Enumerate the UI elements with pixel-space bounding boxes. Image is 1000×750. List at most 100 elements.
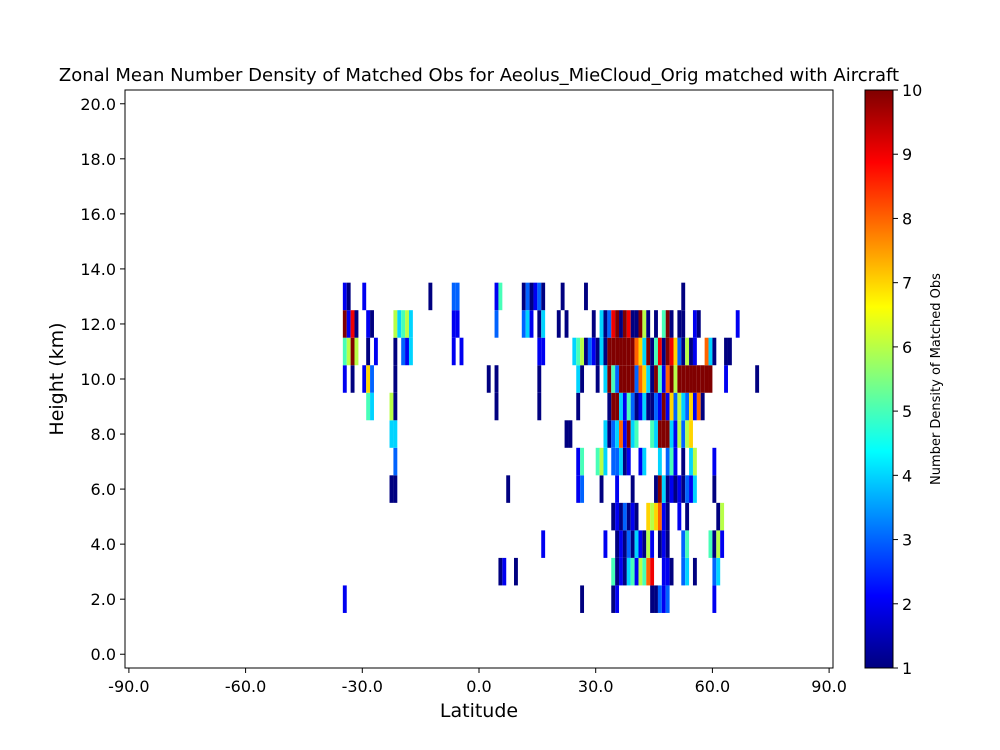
heatmap-cell	[712, 557, 717, 586]
y-tick-label: 20.0	[80, 95, 116, 114]
heatmap-cell	[611, 420, 616, 448]
heatmap-cell	[638, 530, 643, 558]
heatmap-cell	[615, 310, 620, 338]
heatmap-cell	[587, 337, 592, 366]
heatmap-cell	[366, 365, 371, 393]
x-axis: -90.0 -60.0 -30.0 0.0 30.0 60.0 90.0	[108, 668, 847, 696]
heatmap-cell	[708, 365, 713, 393]
heatmap-cell	[366, 310, 371, 338]
heatmap-cell	[712, 585, 717, 613]
heatmap-cell	[494, 392, 499, 421]
heatmap-cell	[650, 365, 655, 393]
heatmap-cell	[626, 447, 631, 476]
heatmap-cell	[537, 310, 542, 338]
heatmap-cell	[615, 502, 620, 531]
heatmap-cell	[514, 557, 518, 586]
heatmap-cell	[677, 502, 682, 531]
heatmap-cell	[389, 475, 394, 503]
heatmap-cell	[455, 310, 460, 338]
colorbar-tick-label: 6	[902, 338, 912, 357]
heatmap-cell	[630, 530, 635, 558]
heatmap-cell	[603, 365, 608, 393]
colorbar-tick-label: 5	[902, 402, 912, 421]
colorbar-tick-label: 10	[902, 81, 922, 100]
heatmap-cell	[630, 310, 635, 338]
heatmap-cell	[615, 447, 620, 476]
heatmap-cell	[393, 365, 398, 393]
heatmap-cell	[661, 365, 666, 393]
heatmap-cell	[661, 557, 666, 586]
heatmap-cell	[591, 310, 596, 338]
heatmap-cell	[712, 530, 717, 558]
heatmap-cell	[599, 337, 604, 366]
heatmap-cell	[525, 282, 530, 311]
heatmap-cell	[704, 337, 709, 366]
heatmap-cell	[646, 392, 651, 421]
heatmap-cell	[638, 310, 643, 338]
heatmap-cell	[669, 475, 674, 503]
heatmap-cell	[362, 282, 367, 311]
heatmap-cell	[611, 310, 616, 338]
heatmap-cell	[494, 282, 499, 311]
heatmap-cell	[677, 392, 682, 421]
y-tick-label: 16.0	[80, 205, 116, 224]
heatmap-cell	[622, 392, 627, 421]
heatmap-cell	[568, 420, 573, 448]
heatmap-cell	[712, 475, 717, 503]
y-tick-label: 6.0	[91, 480, 116, 499]
heatmap-cell	[657, 475, 662, 503]
heatmap-cell	[630, 502, 635, 531]
heatmap-cell	[560, 282, 565, 311]
heatmap-cell	[603, 420, 608, 448]
y-tick-label: 12.0	[80, 315, 116, 334]
heatmap-cell	[622, 447, 627, 476]
heatmap-cell	[716, 502, 721, 531]
heatmap-cell	[654, 585, 658, 613]
heatmap-cell	[689, 420, 693, 448]
y-axis-label: Height (km)	[46, 322, 68, 435]
heatmap-cell	[393, 420, 398, 448]
heatmap-cell	[541, 337, 546, 366]
y-tick-label: 8.0	[91, 425, 116, 444]
heatmap-cell	[342, 337, 347, 366]
heatmap-cell	[451, 310, 456, 338]
heatmap-cell	[393, 392, 398, 421]
heatmap-cell	[661, 420, 666, 448]
heatmap-cell	[401, 310, 406, 338]
heatmap-cell	[692, 557, 697, 586]
heatmap-cell	[576, 337, 581, 366]
heatmap-cell	[654, 337, 658, 366]
heatmap-cell	[615, 557, 620, 586]
heatmap-cell	[665, 585, 670, 613]
heatmap-cell	[692, 392, 697, 421]
heatmap-cell	[611, 557, 616, 586]
heatmap-cell	[599, 475, 604, 503]
heatmap-cell	[689, 392, 693, 421]
heatmap-cell	[650, 392, 655, 421]
heatmap-cell	[346, 337, 351, 366]
heatmap-cell	[673, 447, 678, 476]
heatmap-cell	[681, 392, 686, 421]
heatmap-cell	[669, 420, 674, 448]
heatmap-cell	[525, 310, 530, 338]
heatmap-cell	[720, 502, 725, 531]
colorbar	[864, 89, 894, 669]
heatmap-cell	[626, 557, 631, 586]
heatmap-cell	[634, 365, 639, 393]
heatmap-cell	[622, 502, 627, 531]
heatmap-cell	[692, 447, 697, 476]
heatmap-cell	[626, 502, 631, 531]
heatmap-cell	[685, 420, 690, 448]
heatmap-cell	[654, 392, 658, 421]
heatmap-cell	[370, 392, 374, 421]
heatmap-cell	[389, 420, 394, 448]
heatmap-cell	[611, 502, 616, 531]
heatmap-cell	[619, 392, 623, 421]
heatmap-cell	[622, 420, 627, 448]
heatmap-cell	[646, 310, 651, 338]
heatmap-cell	[654, 475, 658, 503]
heatmap-cell	[677, 420, 682, 448]
heatmap-cell	[630, 420, 635, 448]
heatmap-cell	[665, 392, 670, 421]
